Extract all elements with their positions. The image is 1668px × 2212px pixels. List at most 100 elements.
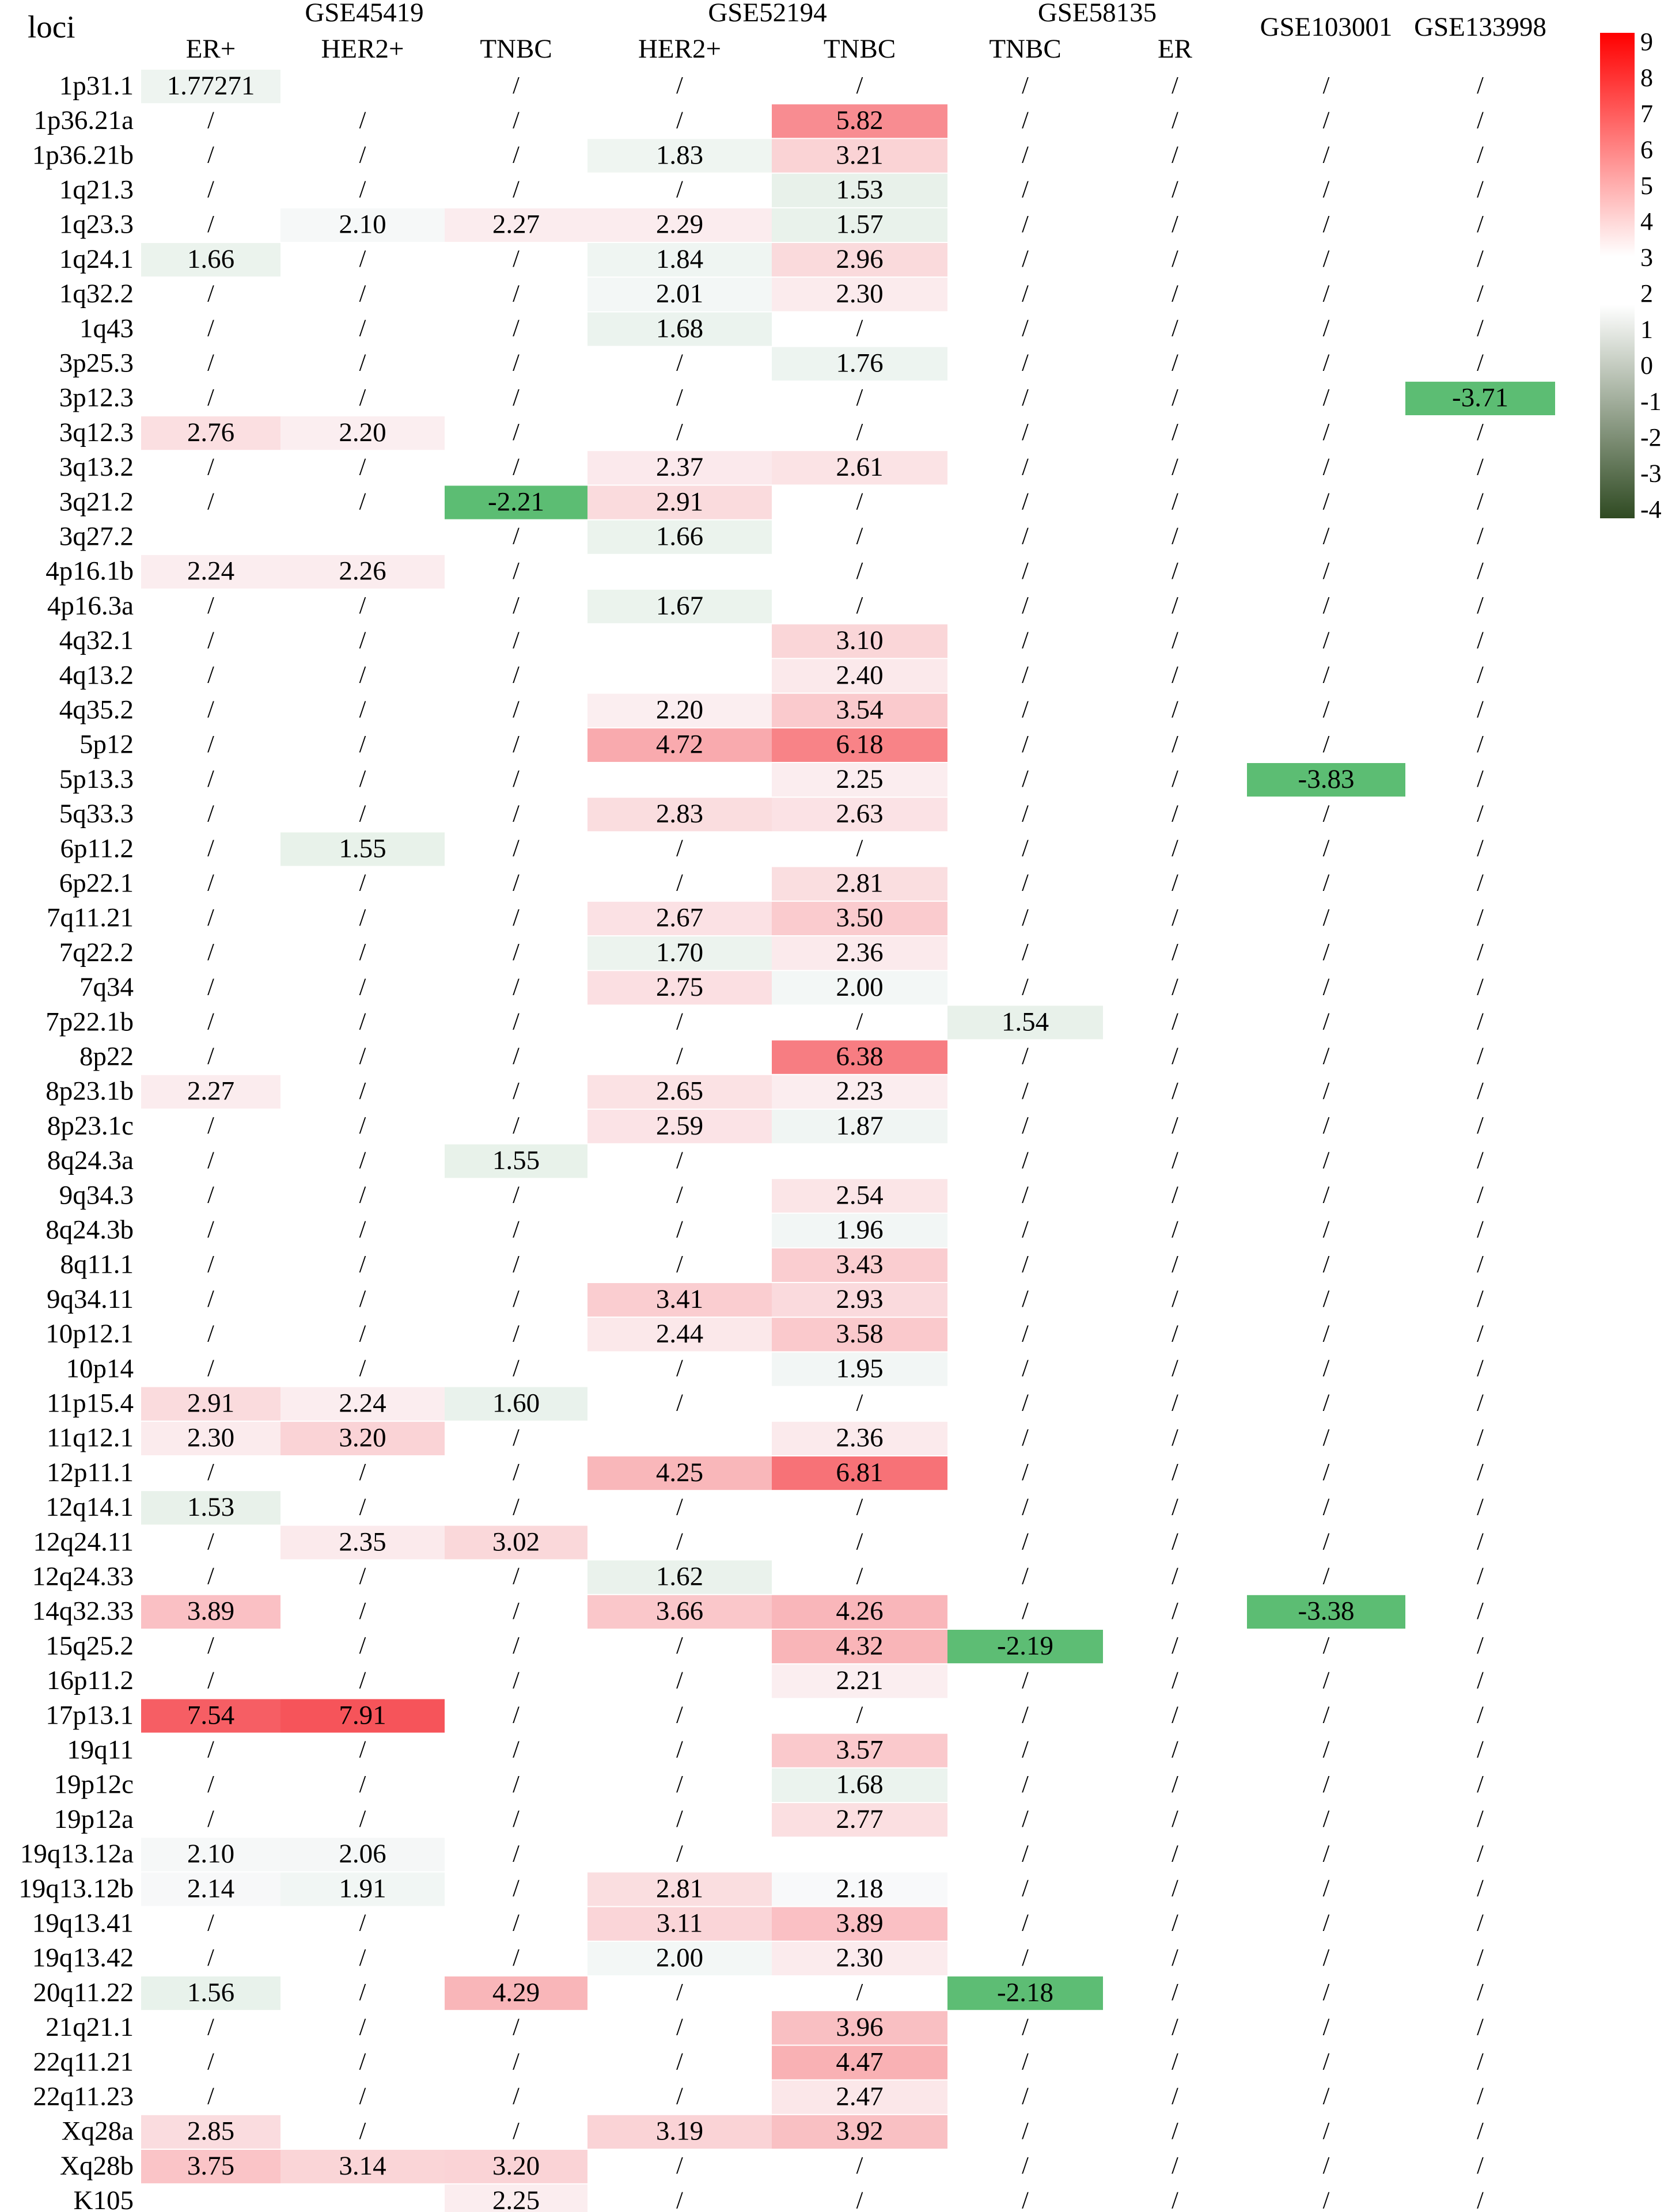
heatmap-cell [587, 798, 772, 832]
missing-marker: / [676, 1529, 683, 1555]
missing-marker: / [207, 1182, 214, 1209]
missing-marker: / [1022, 2084, 1029, 2110]
row-label: 4p16.3a [47, 591, 134, 621]
missing-marker: / [1172, 280, 1178, 307]
missing-marker: / [1477, 905, 1484, 931]
missing-marker: / [359, 1494, 366, 1520]
missing-marker: / [856, 2187, 863, 2212]
missing-marker: / [1323, 2049, 1330, 2076]
row-label: 12q14.1 [46, 1492, 134, 1522]
missing-marker: / [1172, 246, 1178, 272]
missing-marker: / [1172, 1667, 1178, 1694]
missing-marker: / [513, 2049, 520, 2076]
missing-marker: / [1172, 974, 1178, 1000]
missing-marker: / [676, 2153, 683, 2179]
heatmap-cell [141, 555, 280, 589]
heatmap-cell [587, 1907, 772, 1941]
heatmap-cell [587, 1595, 772, 1629]
missing-marker: / [513, 1702, 520, 1729]
cell-value: 2.18 [836, 1873, 883, 1903]
missing-marker: / [1172, 419, 1178, 446]
missing-marker: / [1022, 2187, 1029, 2212]
row-label: 4q13.2 [59, 660, 134, 690]
missing-marker: / [513, 246, 520, 272]
missing-marker: / [1477, 2118, 1484, 2145]
colorbar-tick: 5 [1640, 172, 1653, 200]
cell-value: 1.87 [836, 1111, 883, 1141]
heatmap-cell [587, 1941, 772, 1975]
missing-marker: / [513, 1286, 520, 1312]
row-label: 7q11.21 [47, 903, 134, 933]
missing-marker: / [359, 142, 366, 169]
cell-value: 4.72 [656, 730, 703, 760]
missing-marker: / [1477, 593, 1484, 619]
missing-marker: / [1022, 1771, 1029, 1798]
row-label: 22q11.23 [33, 2082, 134, 2112]
missing-marker: / [1323, 1737, 1330, 1763]
row-label: 10p14 [66, 1353, 134, 1383]
heatmap-cell [587, 451, 772, 485]
cell-value: 2.44 [656, 1319, 703, 1349]
group-label-4: GSE133998 [1414, 12, 1546, 42]
missing-marker: / [359, 1459, 366, 1486]
cell-value: 2.91 [656, 487, 703, 517]
missing-marker: / [1172, 1876, 1178, 1902]
missing-marker: / [1323, 489, 1330, 515]
missing-marker: / [1022, 350, 1029, 377]
heatmap-cell [772, 1941, 947, 1975]
missing-marker: / [513, 1251, 520, 1278]
cell-value: -2.19 [997, 1631, 1053, 1661]
heatmap-cell [1247, 1595, 1405, 1629]
missing-marker: / [856, 558, 863, 585]
missing-marker: / [856, 1564, 863, 1590]
missing-marker: / [1323, 2187, 1330, 2212]
heatmap-cell [947, 1976, 1103, 2010]
row-label: 4p16.1b [46, 556, 134, 586]
missing-marker: / [207, 1737, 214, 1763]
missing-marker: / [1022, 1945, 1029, 1971]
missing-marker: / [1022, 870, 1029, 897]
missing-marker: / [1323, 1876, 1330, 1902]
missing-marker: / [676, 1494, 683, 1520]
row-label: 6p11.2 [60, 833, 134, 863]
missing-marker: / [1172, 1806, 1178, 1832]
missing-marker: / [513, 2084, 520, 2110]
cell-value: 4.29 [492, 1978, 540, 2008]
missing-marker: / [1323, 1356, 1330, 1382]
missing-marker: / [1477, 1771, 1484, 1798]
missing-marker: / [676, 1251, 683, 1278]
missing-marker: / [513, 350, 520, 377]
missing-marker: / [1477, 1876, 1484, 1902]
missing-marker: / [359, 1598, 366, 1625]
missing-marker: / [1172, 385, 1178, 411]
missing-marker: / [1477, 1251, 1484, 1278]
heatmap-cell [280, 1387, 445, 1421]
missing-marker: / [513, 662, 520, 689]
missing-marker: / [207, 905, 214, 931]
heatmap-cell [772, 173, 947, 207]
missing-marker: / [856, 1494, 863, 1520]
missing-marker: / [513, 731, 520, 758]
heatmap-cell [280, 832, 445, 866]
missing-marker: / [1323, 905, 1330, 931]
missing-marker: / [1172, 697, 1178, 723]
row-label: 8p22 [79, 1042, 134, 1072]
missing-marker: / [676, 1667, 683, 1694]
missing-marker: / [1022, 489, 1029, 515]
missing-marker: / [1022, 1390, 1029, 1417]
missing-marker: / [676, 1009, 683, 1035]
row-label: 9q34.11 [47, 1284, 134, 1314]
missing-marker: / [359, 2049, 366, 2076]
missing-marker: / [1022, 1459, 1029, 1486]
missing-marker: / [359, 1633, 366, 1659]
missing-marker: / [1477, 73, 1484, 99]
missing-marker: / [1022, 1494, 1029, 1520]
row-label: 19q13.42 [32, 1943, 134, 1973]
missing-marker: / [207, 2049, 214, 2076]
missing-marker: / [1477, 211, 1484, 238]
column-label: ER+ [186, 34, 236, 64]
missing-marker: / [1323, 177, 1330, 203]
heatmap-cell [772, 451, 947, 485]
missing-marker: / [513, 1841, 520, 1867]
colorbar-tick: -1 [1640, 387, 1662, 415]
